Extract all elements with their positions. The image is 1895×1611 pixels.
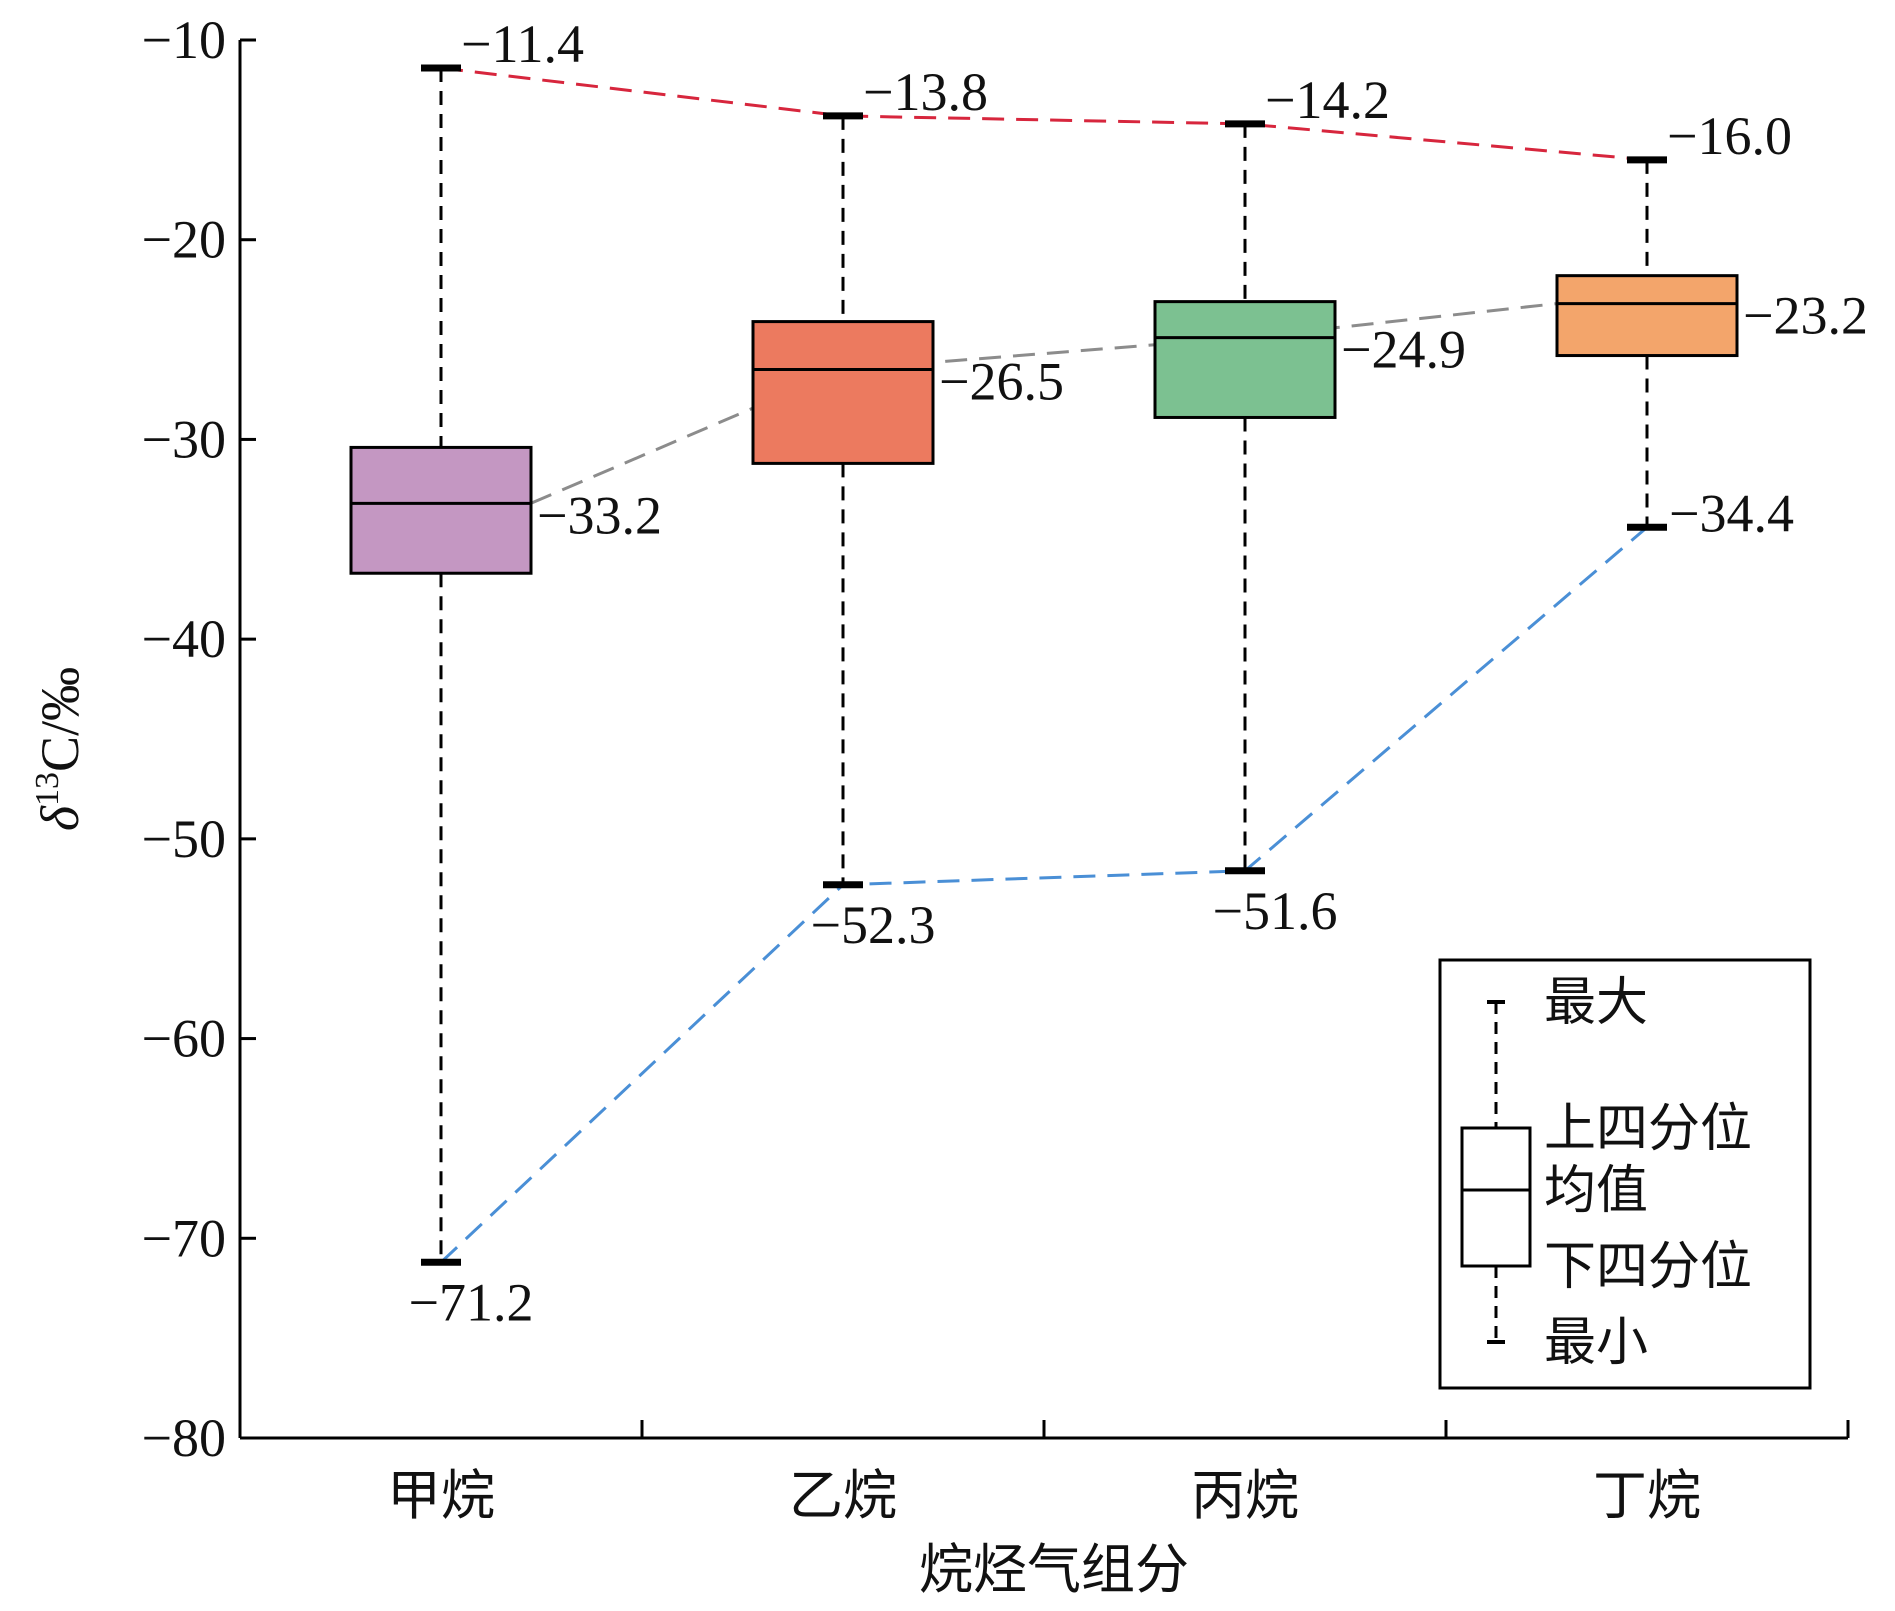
- y-tick-label: −10: [142, 10, 226, 70]
- y-tick-label: −60: [142, 1009, 226, 1069]
- max-value-label: −11.4: [461, 14, 584, 74]
- trend-line-min: [439, 526, 1648, 1264]
- mean-value-label: −26.5: [939, 352, 1064, 412]
- max-value-label: −16.0: [1667, 106, 1792, 166]
- x-tick-label: 丁烷: [1593, 1466, 1701, 1526]
- y-tick-label: −40: [142, 609, 226, 669]
- box: [1153, 300, 1337, 419]
- max-value-label: −13.8: [863, 62, 988, 122]
- x-axis-title: 烷烃气组分: [919, 1540, 1189, 1600]
- y-tick-label: −50: [142, 809, 226, 869]
- box: [349, 445, 533, 575]
- y-axis-title: δ13C/‰: [29, 667, 90, 831]
- x-tick-label: 甲烷: [387, 1466, 495, 1526]
- box: [751, 320, 935, 465]
- min-value-label: −71.2: [409, 1272, 534, 1332]
- y-tick-label: −30: [142, 409, 226, 469]
- mean-value-label: −33.2: [537, 485, 662, 545]
- legend-item-label: 最大: [1544, 975, 1648, 1032]
- legend-item-label: 下四分位: [1544, 1239, 1752, 1296]
- mean-value-label: −24.9: [1341, 320, 1466, 380]
- legend-item-label: 最小: [1544, 1315, 1648, 1372]
- y-tick-label: −20: [142, 210, 226, 270]
- trend-line-mean: [530, 302, 1558, 505]
- max-value-label: −14.2: [1265, 70, 1390, 130]
- x-tick-label: 乙烷: [789, 1466, 897, 1526]
- min-value-label: −52.3: [811, 895, 936, 955]
- trend-line-max: [440, 66, 1648, 162]
- legend-item-label: 均值: [1544, 1163, 1648, 1220]
- y-tick-label: −80: [142, 1408, 226, 1468]
- mean-value-label: −23.2: [1743, 286, 1868, 346]
- box: [1555, 274, 1739, 358]
- legend-sample-box: [1460, 1126, 1532, 1268]
- min-value-label: −51.6: [1213, 881, 1338, 941]
- y-tick-label: −70: [142, 1208, 226, 1268]
- legend-item-label: 上四分位: [1544, 1101, 1752, 1158]
- min-value-label: −34.4: [1669, 483, 1794, 543]
- x-tick-label: 丙烷: [1191, 1466, 1299, 1526]
